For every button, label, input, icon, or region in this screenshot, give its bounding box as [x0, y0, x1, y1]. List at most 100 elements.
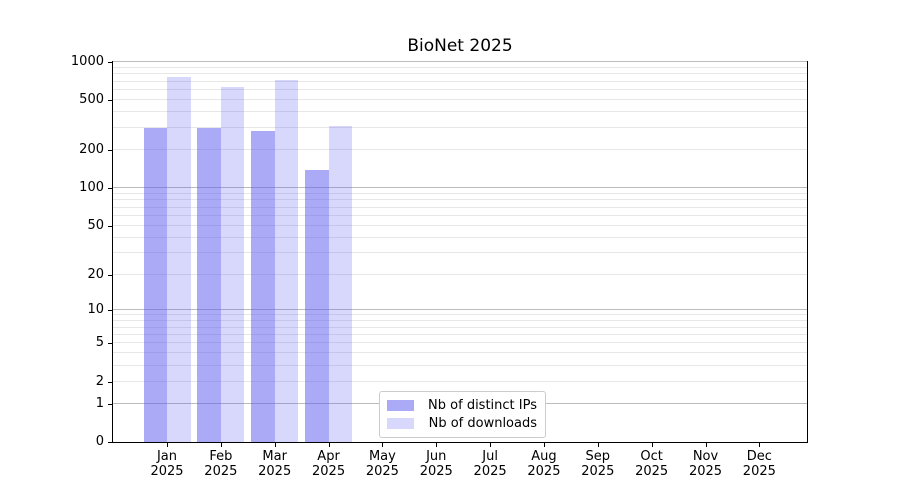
- x-tick-label: Jun 2025: [404, 449, 468, 479]
- x-tick-month: Feb: [209, 449, 233, 464]
- bar-downloads: [274, 79, 299, 442]
- legend-swatch: [387, 399, 414, 411]
- y-tick-mark: [108, 100, 112, 102]
- y-tick-label: 0: [95, 434, 104, 449]
- y-tick-label: 100: [79, 180, 104, 196]
- y-tick-mark: [108, 442, 112, 443]
- x-tick-month: Sep: [585, 449, 611, 464]
- x-tick-label: Mar 2025: [243, 449, 307, 479]
- x-tick-month: Jan: [156, 449, 178, 464]
- gridline-minor: [113, 199, 807, 201]
- bar-downloads: [167, 77, 191, 442]
- x-tick-year: 2025: [688, 464, 723, 479]
- y-tick-label: 200: [79, 142, 104, 158]
- x-tick-month: Jul: [482, 449, 498, 464]
- x-tick-year: 2025: [312, 464, 346, 479]
- gridline-minor: [113, 314, 807, 316]
- x-tick-label: Nov 2025: [674, 449, 738, 479]
- x-tick-label: Feb 2025: [189, 449, 253, 479]
- y-tick-mark: [108, 310, 112, 312]
- x-tick-year: 2025: [742, 464, 776, 479]
- gridline-minor: [113, 236, 807, 238]
- gridline-minor: [113, 149, 807, 151]
- bar-distinct-ips: [251, 130, 275, 442]
- x-tick-label: Dec 2025: [727, 449, 791, 479]
- y-tick-mark: [108, 225, 112, 227]
- x-tick-mark: [382, 443, 384, 447]
- legend-row: Nb of distinct IPs: [387, 396, 537, 415]
- gridline-minor: [113, 273, 807, 275]
- x-tick-mark: [436, 443, 438, 447]
- y-tick-mark: [108, 343, 112, 345]
- bar-distinct-ips: [197, 128, 221, 442]
- gridline-major: [113, 61, 807, 62]
- legend: Nb of distinct IPs Nb of downloads: [379, 391, 546, 438]
- legend-row: Nb of downloads: [387, 415, 537, 434]
- gridline-minor: [113, 80, 807, 82]
- x-tick-year: 2025: [419, 464, 453, 479]
- y-tick-mark: [108, 381, 112, 383]
- x-tick-label: May 2025: [350, 449, 414, 479]
- grid-layer: [113, 61, 807, 442]
- bar-downloads: [328, 126, 353, 442]
- gridline-minor: [113, 352, 807, 354]
- x-tick-year: 2025: [581, 464, 615, 479]
- bars-layer: [113, 62, 807, 442]
- gridline-minor: [113, 333, 807, 335]
- x-tick-label: Jul 2025: [458, 449, 522, 479]
- x-tick-year: 2025: [150, 464, 184, 479]
- x-tick-mark: [490, 443, 492, 447]
- y-tick-mark: [108, 150, 112, 152]
- x-tick-year: 2025: [635, 464, 669, 479]
- gridline-minor: [113, 127, 807, 129]
- y-tick-label: 2: [95, 373, 104, 389]
- x-tick-month: May: [368, 449, 396, 464]
- x-tick-mark: [220, 443, 222, 447]
- x-tick-month: Apr: [317, 449, 340, 464]
- x-tick-mark: [705, 443, 707, 447]
- y-tick-label: 20: [87, 266, 104, 282]
- gridline-minor: [113, 320, 807, 322]
- gridline-minor: [113, 66, 807, 68]
- gridline-minor: [113, 252, 807, 254]
- legend-label: Nb of downloads: [428, 416, 537, 432]
- chart-title: BioNet 2025: [407, 36, 513, 56]
- legend-swatch: [387, 418, 414, 430]
- x-tick-mark: [328, 443, 330, 447]
- y-tick-label: 1: [95, 395, 104, 411]
- gridline-minor: [113, 192, 807, 194]
- gridline-minor: [113, 89, 807, 91]
- x-tick-label: Apr 2025: [297, 449, 361, 479]
- y-tick-label: 50: [87, 217, 104, 233]
- gridline-minor: [113, 111, 807, 113]
- x-tick-year: 2025: [258, 464, 292, 479]
- gridline-minor: [113, 326, 807, 328]
- gridline-minor: [113, 342, 807, 344]
- legend-label: Nb of distinct IPs: [428, 397, 537, 413]
- gridline-minor: [113, 380, 807, 382]
- bar-distinct-ips: [305, 169, 329, 442]
- x-tick-mark: [759, 443, 761, 447]
- x-tick-month: Oct: [640, 449, 663, 464]
- y-tick-label: 1000: [70, 54, 104, 69]
- bar-distinct-ips: [143, 128, 167, 442]
- x-tick-label: Sep 2025: [566, 449, 630, 479]
- plot-area: [112, 61, 808, 443]
- gridline-minor: [113, 99, 807, 101]
- x-tick-month: Mar: [262, 449, 287, 464]
- x-tick-mark: [597, 443, 599, 447]
- x-tick-label: Oct 2025: [620, 449, 684, 479]
- x-tick-label: Jan 2025: [135, 449, 199, 479]
- y-tick-mark: [108, 188, 112, 190]
- y-tick-mark: [108, 274, 112, 276]
- x-tick-year: 2025: [527, 464, 561, 479]
- y-tick-mark: [108, 403, 112, 405]
- x-tick-year: 2025: [473, 464, 507, 479]
- x-tick-mark: [274, 443, 276, 447]
- x-tick-year: 2025: [365, 464, 399, 479]
- x-tick-month: Aug: [531, 449, 557, 464]
- y-tick-label: 5: [95, 335, 104, 351]
- gridline-minor: [113, 214, 807, 216]
- gridline-major: [113, 309, 807, 311]
